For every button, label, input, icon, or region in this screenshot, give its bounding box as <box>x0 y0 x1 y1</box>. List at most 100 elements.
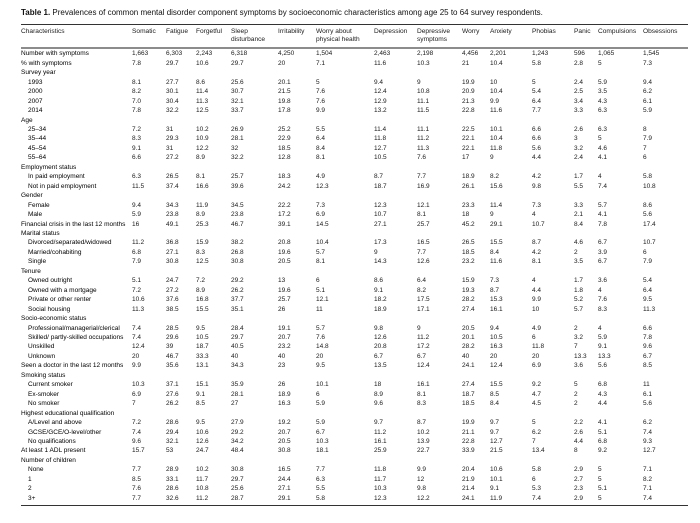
cell-panic: 2.6 <box>574 428 584 436</box>
column-header-somatic: Somatic <box>132 23 166 50</box>
cell-anxiety: 29.1 <box>490 220 503 228</box>
row-label: Ex-smoker <box>28 390 60 398</box>
cell-obsessions: 6.1 <box>643 390 653 398</box>
cell-anxiety: 8.4 <box>490 248 500 256</box>
cell-forgetful: 11.7 <box>196 475 209 483</box>
cell-somatic: 7.4 <box>132 428 142 436</box>
row-label: 2000 <box>28 88 43 96</box>
cell-depression: 8.7 <box>374 173 384 181</box>
cell-fatigue: 31 <box>166 126 174 133</box>
cell-depressive-symptoms: 8.1 <box>417 390 427 398</box>
cell-depressive-symptoms: 8.1 <box>417 211 427 219</box>
cell-somatic: 11.5 <box>132 182 145 190</box>
cell-worry: 17 <box>462 154 470 162</box>
cell-depression: 12.7 <box>374 144 387 152</box>
table-row: 1993 8.1 27.7 8.6 25.6 20.1 5 9.4 9 19.9 10 5 2.4 5.9… <box>21 78 688 87</box>
cell-worry: 20.9 <box>462 88 475 96</box>
table-row: At least 1 ADL present 15.7 53 24.7 48.4 30.8… <box>21 446 688 455</box>
cell-somatic: 12.4 <box>132 343 145 351</box>
cell-anxiety: 11.8 <box>490 144 503 152</box>
cell-forgetful: 10.9 <box>196 135 209 143</box>
cell-sleep-disturbance: 27.9 <box>231 419 244 427</box>
cell-forgetful: 12.5 <box>196 258 209 266</box>
cell-panic: 3.2 <box>574 144 584 152</box>
row-label: Seen a doctor in the last 12 months <box>21 362 124 370</box>
cell-irritability: 22.2 <box>278 201 291 209</box>
cell-depressive-symptoms: 10.8 <box>417 88 430 96</box>
cell-phobias: 4.2 <box>532 248 542 256</box>
cell-compulsions: 4.3 <box>598 97 608 105</box>
paper-table-page: Table 1. Prevalences of common mental di… <box>21 8 688 507</box>
row-label: Gender <box>21 192 43 200</box>
cell-worry: 21 <box>462 59 470 67</box>
cell-anxiety: 15.5 <box>490 239 503 247</box>
cell-depression: 14.3 <box>374 258 387 266</box>
cell-forgetful: 8.9 <box>196 211 206 219</box>
cell-sleep-disturbance: 28.4 <box>231 324 244 332</box>
cell-worry: 18.7 <box>462 390 475 398</box>
cell-irritability: 29.1 <box>278 493 316 507</box>
cell-somatic: 8.1 <box>132 78 142 86</box>
section-header-row: Survey year <box>21 68 688 77</box>
cell-panic: 2.9 <box>574 493 598 507</box>
cell-anxiety: 10 <box>490 78 498 86</box>
cell-depression: 9.8 <box>374 324 384 332</box>
cell-obsessions: 12.7 <box>643 447 656 455</box>
cell-sleep-disturbance: 37.7 <box>231 296 244 304</box>
row-label: Owned outright <box>28 277 73 285</box>
cell-somatic: 11.3 <box>132 305 145 313</box>
cell-sleep-disturbance: 29.2 <box>231 428 244 436</box>
cell-obsessions: 6.6 <box>643 324 653 332</box>
cell-depression: 9 <box>374 248 378 256</box>
cell-worry-physical-health: 7.3 <box>316 201 326 209</box>
cell-obsessions: 9.6 <box>643 343 653 351</box>
cell-fatigue: 35.6 <box>166 362 179 370</box>
cell-sleep-disturbance: 32.1 <box>231 97 244 105</box>
row-label: Owned with a mortgage <box>28 286 97 294</box>
cell-irritability: 20.5 <box>278 437 291 445</box>
cell-sleep-disturbance: 26.9 <box>231 126 244 133</box>
cell-sleep-disturbance: 40.5 <box>231 343 244 351</box>
cell-somatic: 7.0 <box>132 97 142 105</box>
table-row: Current smoker 10.3 37.1 15.1 35.9 26 10.1 18 16… <box>21 380 688 389</box>
cell-somatic: 9.1 <box>132 144 142 152</box>
cell-somatic: 6.3 <box>132 173 142 181</box>
cell-somatic: 7.4 <box>132 333 142 341</box>
cell-fatigue: 6,303 <box>166 50 183 58</box>
cell-sleep-disturbance: 34.5 <box>231 201 244 209</box>
cell-panic: 2 <box>574 248 578 256</box>
cell-depressive-symptoms: 12 <box>417 475 425 483</box>
row-label: Marital status <box>21 229 60 237</box>
row-label: Tenure <box>21 267 41 275</box>
cell-fatigue: 27.6 <box>166 390 179 398</box>
cell-irritability: 20 <box>278 59 286 67</box>
cell-compulsions: 9.1 <box>598 343 608 351</box>
cell-forgetful: 10.2 <box>196 466 209 474</box>
cell-worry-physical-health: 8.1 <box>316 258 326 266</box>
cell-phobias: 9.9 <box>532 296 542 304</box>
cell-depression: 8.6 <box>374 277 384 285</box>
cell-worry: 18.5 <box>462 400 475 408</box>
cell-compulsions: 6.8 <box>598 437 608 445</box>
cell-depression: 25.9 <box>374 447 387 455</box>
cell-sleep-disturbance: 35.9 <box>231 381 244 389</box>
cell-panic: 3.6 <box>574 362 584 370</box>
cell-fatigue: 28.6 <box>166 419 179 427</box>
cell-somatic: 7 <box>132 400 136 408</box>
cell-anxiety: 9.1 <box>490 485 500 493</box>
row-label: Smoking status <box>21 371 66 379</box>
cell-sleep-disturbance: 34.3 <box>231 362 244 370</box>
cell-depression: 12.9 <box>374 97 387 105</box>
cell-somatic: 7.2 <box>132 126 142 133</box>
cell-panic: 2.7 <box>574 475 584 483</box>
cell-worry-physical-health: 4.9 <box>316 173 326 181</box>
cell-depression: 13.2 <box>374 107 387 115</box>
cell-anxiety: 8.2 <box>490 173 500 181</box>
cell-compulsions: 3.9 <box>598 248 608 256</box>
column-header-worry-physical-health: Worry about physical health <box>316 23 374 50</box>
cell-anxiety: 9.7 <box>490 428 500 436</box>
cell-worry: 18 <box>462 211 470 219</box>
cell-worry: 20.1 <box>462 333 475 341</box>
cell-depressive-symptoms: 12.4 <box>417 362 430 370</box>
cell-obsessions: 7.4 <box>643 428 653 436</box>
